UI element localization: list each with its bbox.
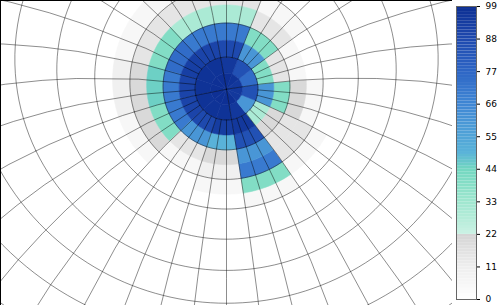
svg-text:33: 33 <box>486 197 497 207</box>
svg-text:77: 77 <box>486 66 497 76</box>
svg-text:55: 55 <box>486 132 497 142</box>
svg-text:22: 22 <box>486 229 497 239</box>
svg-text:0: 0 <box>486 294 492 304</box>
svg-text:66: 66 <box>486 99 498 109</box>
svg-text:11: 11 <box>486 262 497 272</box>
svg-text:88: 88 <box>486 34 498 44</box>
svg-text:99: 99 <box>486 1 498 11</box>
svg-text:44: 44 <box>486 164 498 174</box>
